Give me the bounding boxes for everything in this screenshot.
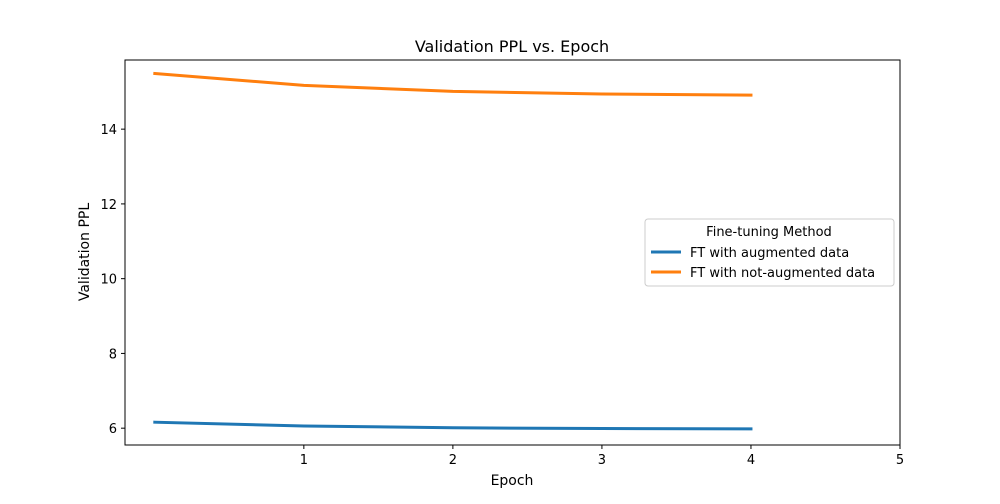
plot-frame — [124, 59, 901, 446]
x-axis: 1 2 3 4 5 — [300, 445, 904, 468]
x-tick-label: 3 — [598, 453, 606, 468]
chart-title: Validation PPL vs. Epoch — [415, 37, 609, 56]
legend: Fine-tuning Method FT with augmented dat… — [644, 218, 895, 287]
y-axis: 6 8 10 12 14 — [100, 123, 125, 437]
legend-box — [644, 218, 895, 287]
legend-label-not-augmented: FT with not-augmented data — [690, 266, 875, 281]
legend-title: Fine-tuning Method — [706, 225, 832, 240]
y-tick-label: 8 — [109, 347, 117, 362]
x-tick-label: 2 — [449, 453, 457, 468]
series-line-not-augmented — [153, 71, 753, 97]
y-tick-label: 14 — [100, 123, 117, 138]
y-tick-label: 12 — [100, 198, 117, 213]
y-tick-label: 6 — [109, 422, 117, 437]
x-axis-label: Epoch — [491, 473, 534, 489]
series-line-augmented — [153, 420, 753, 431]
legend-label-augmented: FT with augmented data — [690, 246, 849, 261]
y-axis-label: Validation PPL — [77, 203, 93, 301]
y-tick-label: 10 — [100, 273, 117, 288]
x-tick-label: 5 — [896, 453, 904, 468]
x-tick-label: 1 — [300, 453, 308, 468]
x-tick-label: 4 — [747, 453, 755, 468]
